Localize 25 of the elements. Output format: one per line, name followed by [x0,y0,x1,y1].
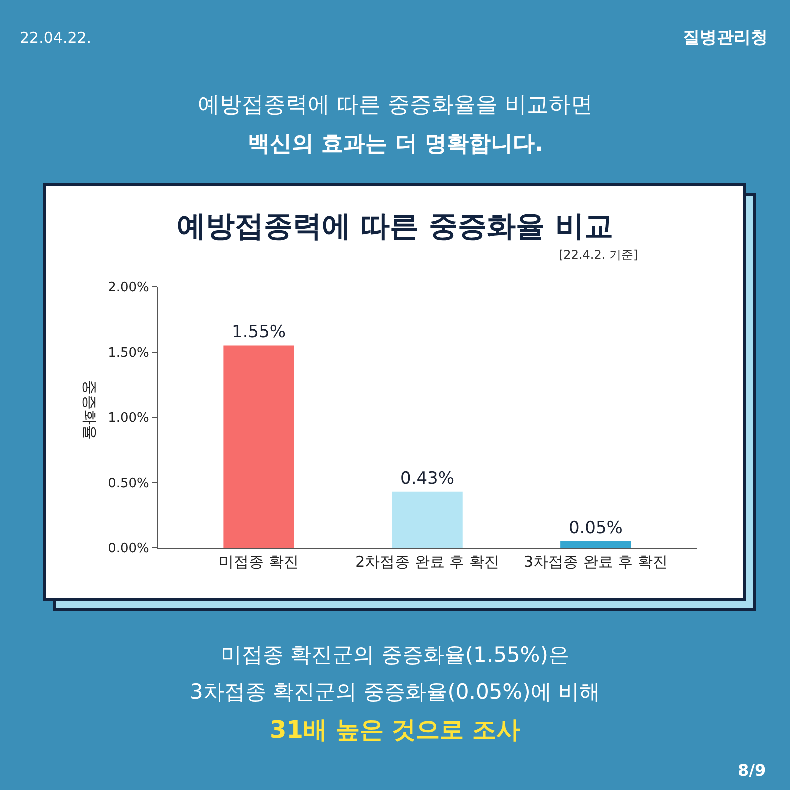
text: 미접종 확진군의 중증화율(1.55%)은 [221,643,570,667]
text: 백신의 효과는 더 명확합니다. [248,132,544,157]
chart-subtitle: [22.4.2. 기준] [559,248,638,262]
bar [224,346,294,548]
text: 3차접종 확진군의 중증화율(0.05%)에 비해 [190,680,600,704]
text: 질병관리청 [683,28,768,48]
text: 8/9 [738,761,766,780]
y-tick-label: 1.50% [108,346,150,361]
data-label: 1.55% [232,322,286,343]
data-label: 0.05% [568,518,623,538]
chart-title: 예방접종력에 따른 중증화율 비교 [177,209,614,243]
text: 31배 높은 것으로 조사 [270,716,520,744]
y-tick-label: 0.00% [108,542,150,557]
text: 22.04.22. [20,29,92,47]
y-tick-label: 1.00% [108,411,150,426]
x-tick-label: 미접종 확진 [219,553,299,571]
y-tick-label: 2.00% [108,280,150,296]
bar [392,492,463,548]
y-tick-label: 0.50% [108,476,150,492]
data-label: 0.43% [400,468,455,489]
x-tick-label: 2차접종 완료 후 확진 [356,553,500,571]
y-axis-title: 중증화율 [81,380,99,440]
text: 예방접종력에 따른 중증화율을 비교하면 [198,93,593,118]
bar [560,541,632,548]
x-tick-label: 3차접종 완료 후 확진 [524,553,668,571]
